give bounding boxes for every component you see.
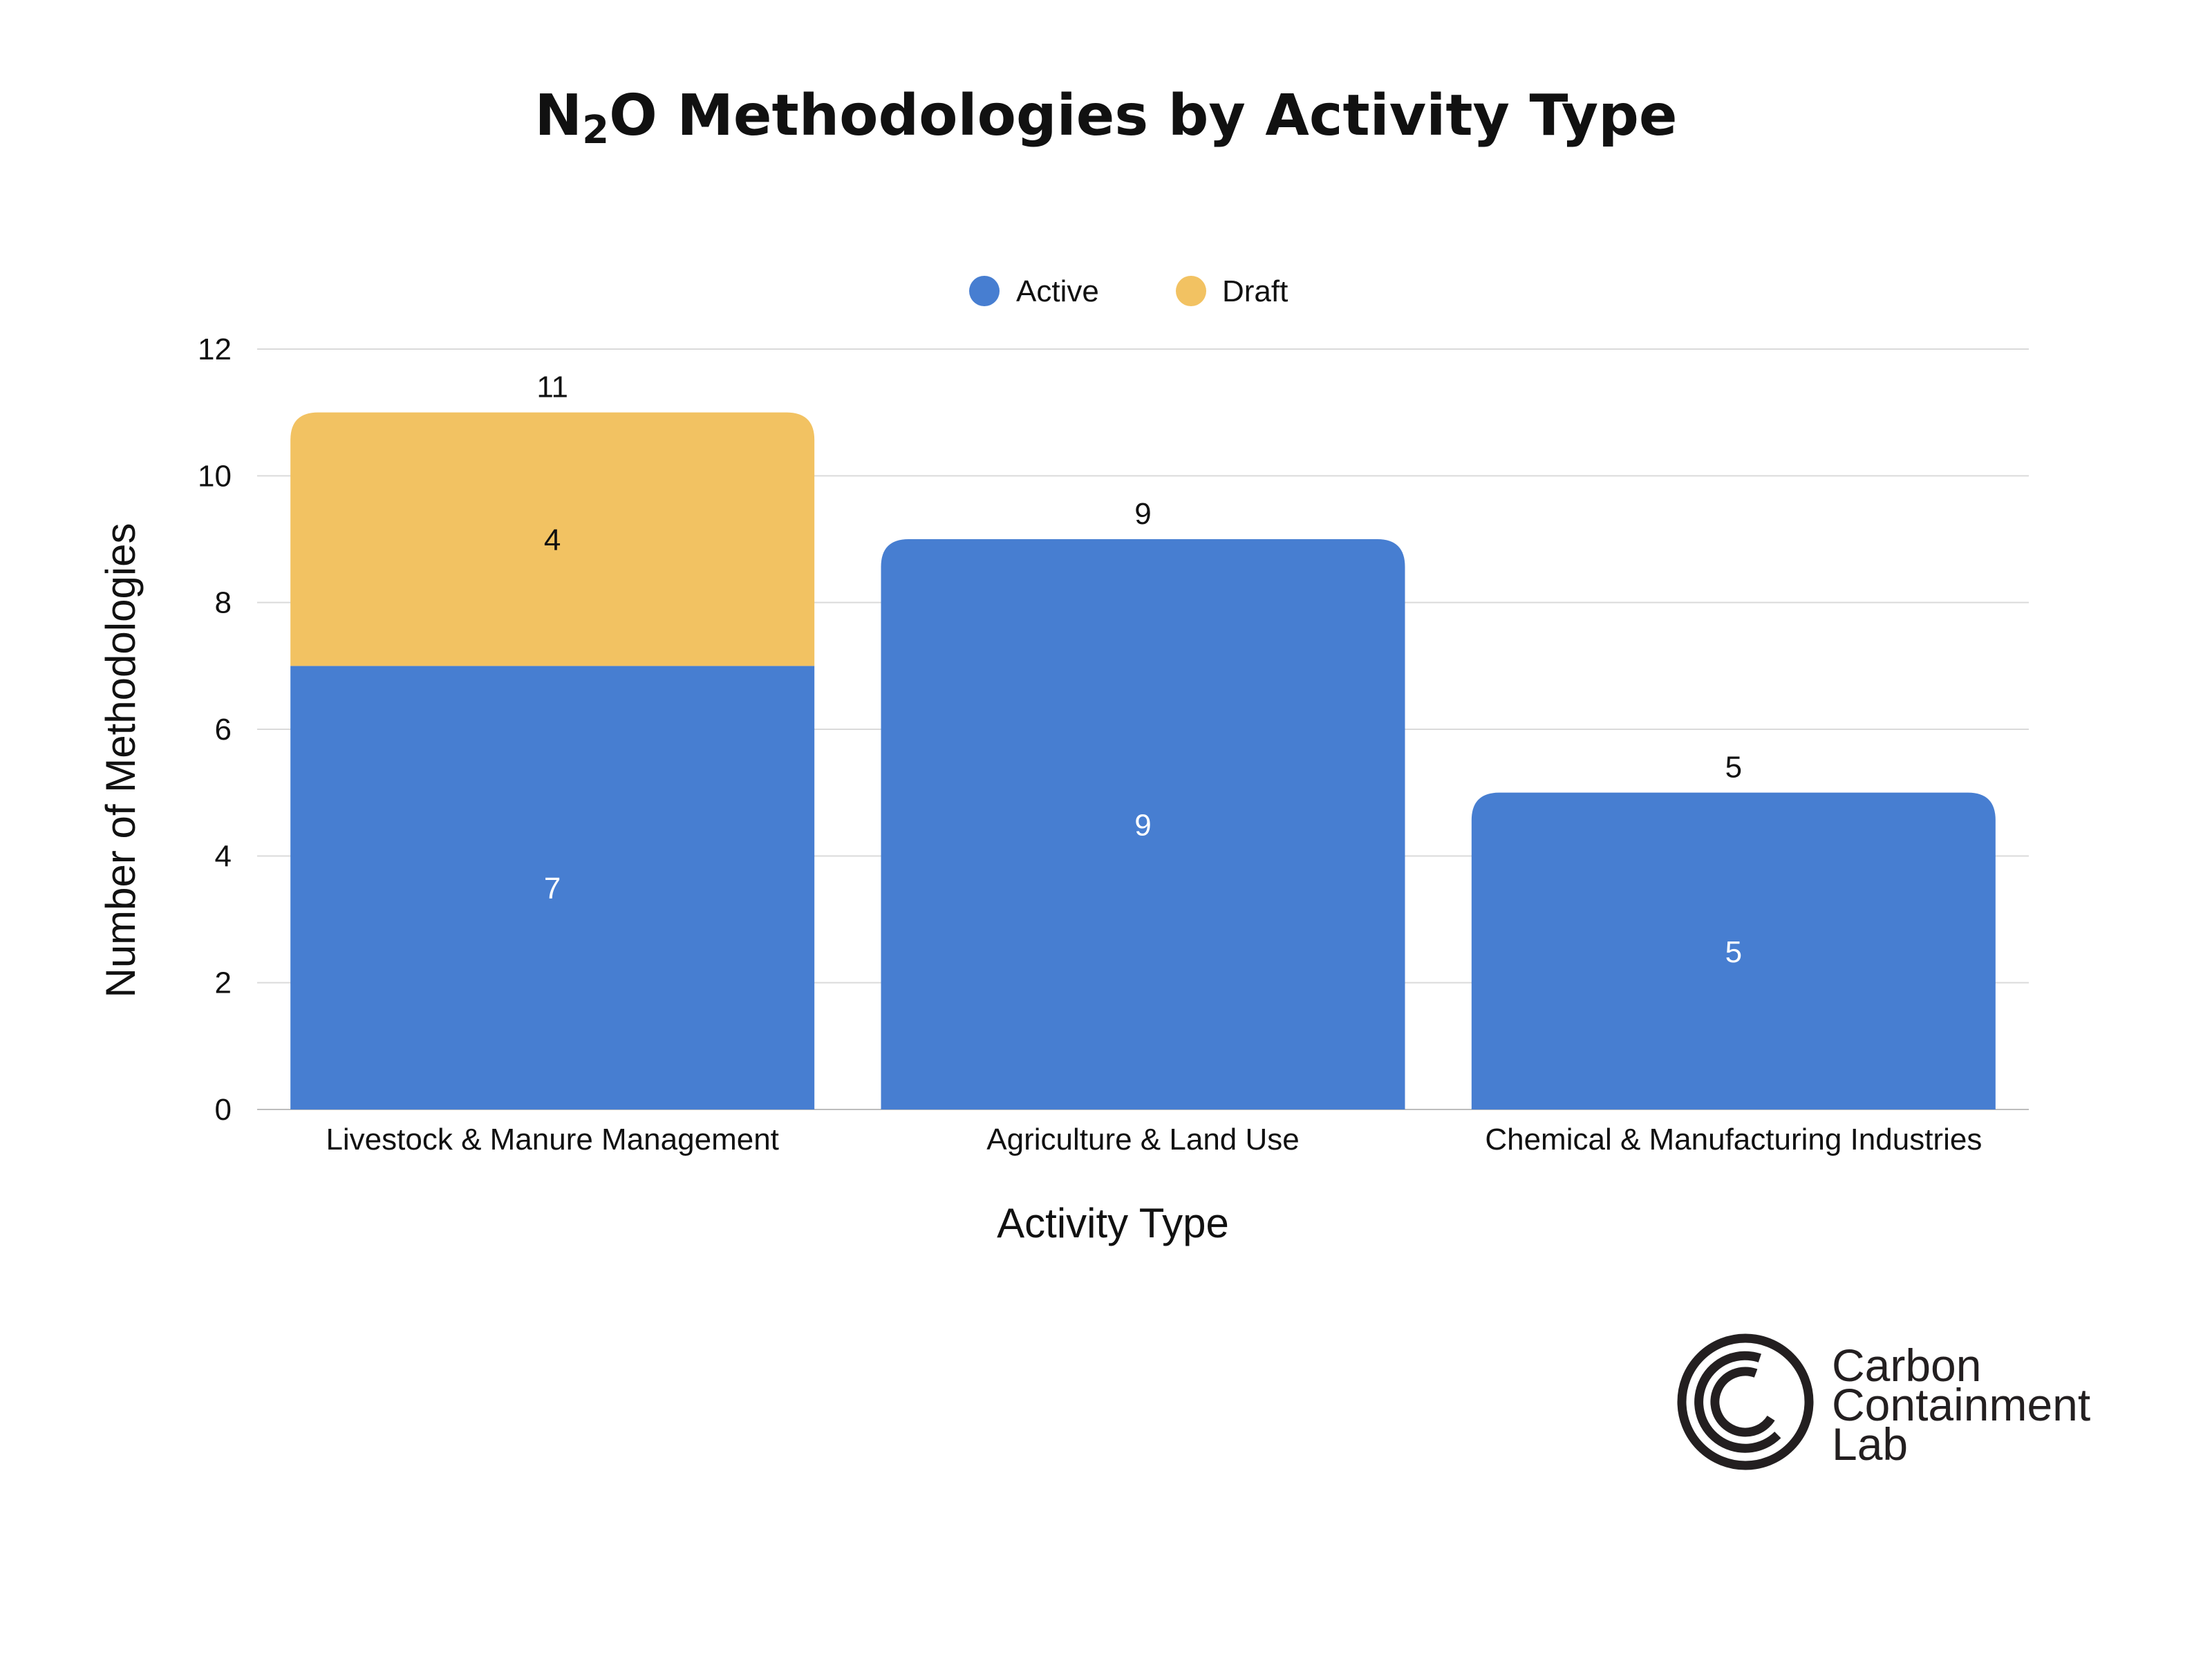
- data-label-active-chemical-and-manufacturing-industries: 5: [1725, 935, 1742, 969]
- data-label-active-livestock-and-manure-management: 7: [544, 872, 561, 906]
- y-tick-label-4: 4: [215, 839, 232, 873]
- data-label-draft-livestock-and-manure-management: 4: [544, 523, 561, 557]
- x-tick-label-chemical-and-manufacturing-industries: Chemical & Manufacturing Industries: [1485, 1123, 1982, 1156]
- bar-active-livestock-and-manure-management: [290, 666, 815, 1109]
- x-tick-label-agriculture-and-land-use: Agriculture & Land Use: [986, 1123, 1299, 1156]
- chart-title-rest: O Methodologies by Activity Type: [609, 83, 1677, 149]
- y-tick-label-8: 8: [215, 586, 232, 620]
- brand-logo: Carbon Containment Lab: [1677, 1333, 2090, 1470]
- legend-label-active: Active: [1016, 274, 1099, 308]
- total-label-livestock-and-manure-management: 11: [536, 371, 568, 404]
- x-axis-title: Activity Type: [997, 1200, 1229, 1246]
- y-tick-labels: 0 2 4 6 8 10 12: [198, 332, 232, 1127]
- y-axis-title: Number of Methodologies: [97, 523, 144, 997]
- x-tick-labels: Livestock & Manure Management Agriculture…: [326, 1123, 1982, 1156]
- data-labels: 7 4 11 9 9 5 5: [536, 371, 1742, 969]
- legend: Active Draft: [969, 274, 1288, 308]
- legend-marker-active: [969, 276, 1000, 306]
- concentric-c-logo-icon: [1677, 1333, 1814, 1470]
- y-tick-label-10: 10: [198, 459, 232, 493]
- chart-title-subscript: 2: [582, 108, 609, 153]
- chart-title-n: N: [534, 83, 582, 149]
- y-tick-label-2: 2: [215, 966, 232, 1000]
- total-label-agriculture-and-land-use: 9: [1134, 497, 1151, 531]
- logo-text-line-2: Containment: [1832, 1379, 2090, 1430]
- x-tick-label-livestock-and-manure-management: Livestock & Manure Management: [326, 1123, 778, 1156]
- chart-title: N2O Methodologies by Activity Type: [534, 83, 1677, 153]
- bars: [290, 412, 1996, 1109]
- logo-text-line-3: Lab: [1832, 1418, 1908, 1470]
- y-tick-label-6: 6: [215, 713, 232, 747]
- y-tick-label-0: 0: [215, 1093, 232, 1127]
- y-tick-label-12: 12: [198, 332, 232, 366]
- bar-draft-livestock-and-manure-management: [290, 412, 815, 666]
- total-label-chemical-and-manufacturing-industries: 5: [1725, 751, 1742, 785]
- legend-marker-draft: [1176, 276, 1206, 306]
- bar-active-agriculture-and-land-use: [881, 539, 1405, 1109]
- bar-active-chemical-and-manufacturing-industries: [1471, 792, 1996, 1109]
- data-label-active-agriculture-and-land-use: 9: [1134, 809, 1151, 843]
- logo-text-line-1: Carbon: [1832, 1340, 1981, 1391]
- legend-label-draft: Draft: [1222, 274, 1288, 308]
